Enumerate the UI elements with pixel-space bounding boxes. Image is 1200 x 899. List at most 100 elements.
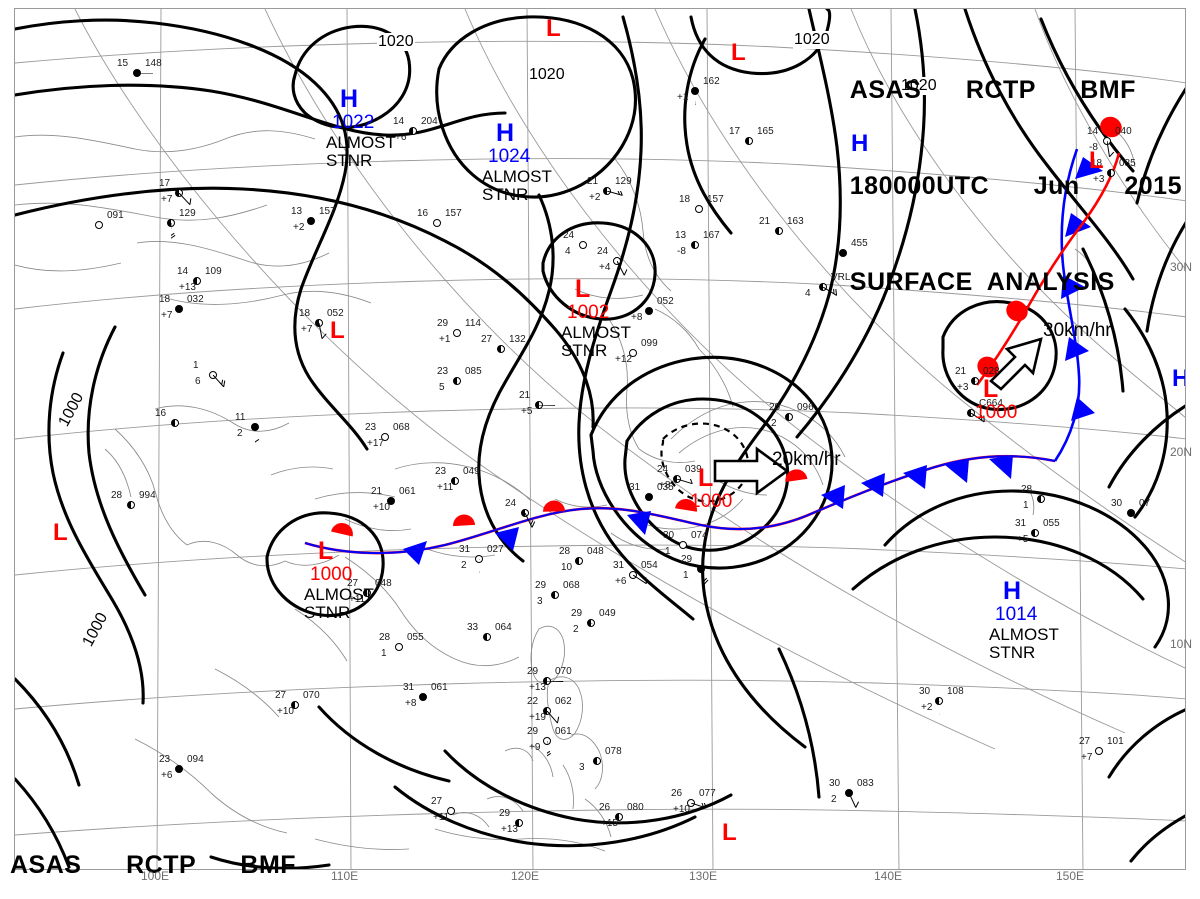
station-temperature: 14: [177, 266, 189, 277]
station-pressure-tendency: 4: [565, 246, 571, 257]
station-pressure-tendency: +13: [501, 824, 518, 835]
station-pressure: 040: [1115, 126, 1132, 137]
station-pressure-tendency: +5: [1017, 534, 1029, 545]
station-pressure: 455: [851, 238, 868, 249]
station-pressure: 052: [657, 296, 674, 307]
station-pressure-tendency: +8: [405, 698, 417, 709]
station-pressure-tendency: +10: [673, 804, 690, 815]
pressure-value: 1000: [690, 491, 733, 512]
station-temperature: 17: [159, 178, 171, 189]
wind-barb: [619, 817, 634, 818]
front-layer: [304, 116, 1122, 565]
station-pressure-tendency: +7: [1081, 752, 1093, 763]
station-temperature: 14: [1087, 126, 1099, 137]
longitude-label-5: 150E: [1056, 869, 1085, 883]
wind-barb: [451, 811, 452, 812]
motion-label: ALMOST STNR: [326, 133, 396, 170]
station-pressure: VRL: [831, 272, 851, 283]
cold-front-pips-main: [403, 455, 1013, 565]
wind-barb: [699, 209, 700, 210]
station-pressure-tendency: 1: [381, 648, 387, 659]
station-pressure-tendency: +1: [677, 92, 689, 103]
station-pressure-tendency: +8: [659, 480, 671, 491]
station-pressure: 054: [641, 560, 658, 571]
wind-barb: [479, 559, 480, 575]
station-pressure: 061: [431, 682, 448, 693]
station-temperature: 28: [111, 490, 123, 501]
station-temperature: 30: [663, 530, 675, 541]
station-pressure: 049: [463, 466, 480, 477]
station-pressure-tendency: +6: [615, 576, 627, 587]
station-pressure-tendency: +1: [439, 334, 451, 345]
station-temperature: 24: [563, 230, 575, 241]
station-pressure: 157: [319, 206, 336, 217]
station-pressure: 048: [587, 546, 604, 557]
station-pressure: 094: [187, 754, 204, 765]
wind-barb: [649, 497, 650, 498]
station-temperature: 28: [379, 632, 391, 643]
latitude-label-2: 10N: [1170, 637, 1193, 651]
station-pressure: 157: [445, 208, 462, 219]
station-pressure: 091: [107, 210, 124, 221]
station-temperature: 22: [527, 696, 539, 707]
station-pressure: 163: [787, 216, 804, 227]
station-pressure: 994: [139, 490, 156, 501]
station-pressure: 085: [465, 366, 482, 377]
wind-barb: [501, 349, 502, 352]
station-temperature: 21: [587, 176, 599, 187]
station-pressure: 099: [641, 338, 658, 349]
station-temperature: 30: [1111, 498, 1123, 509]
isobar-label-0: 1020: [377, 33, 415, 51]
station-temperature: 18: [299, 308, 311, 319]
wind-barb: [539, 405, 556, 406]
wind-barb: [525, 513, 536, 528]
station-pressure-tendency: +2: [921, 702, 933, 713]
low-pressure-symbol: L: [575, 275, 591, 303]
wind-barb: [695, 91, 696, 107]
station-temperature: 29: [681, 554, 693, 565]
station-pressure-tendency: 2: [237, 428, 243, 439]
station-pressure: 096: [797, 402, 814, 413]
wind-barb: [295, 705, 296, 706]
wind-barb: [649, 311, 650, 312]
station-pressure: 052: [327, 308, 344, 319]
pressure-value: 1000: [310, 564, 353, 585]
low-marker-5: L: [1089, 147, 1104, 174]
warm-front-pips-main: [331, 469, 808, 537]
station-temperature: 16: [417, 208, 429, 219]
pressure-system-l-2: L 1002 ALMOST STNR: [561, 275, 631, 360]
station-pressure: 048: [375, 578, 392, 589]
station-pressure: 064: [495, 622, 512, 633]
wind-barb: [391, 501, 406, 502]
wind-barb: [487, 637, 488, 638]
station-temperature: 23: [435, 466, 447, 477]
station-temperature: 13: [675, 230, 687, 241]
station-temperature: 18: [159, 294, 171, 305]
low-marker-3: L: [53, 519, 68, 546]
station-pressure: 068: [563, 580, 580, 591]
station-pressure-tendency: +13: [529, 682, 546, 693]
wind-barb: [131, 505, 132, 506]
station-pressure: 061: [555, 726, 572, 737]
station-cloud-disc: [697, 565, 705, 573]
cold-front-northeast: [1053, 148, 1103, 462]
wind-barb: [779, 231, 787, 232]
station-pressure: 101: [1107, 736, 1124, 747]
wind-barb: [691, 803, 707, 809]
title-line-product: ASAS RCTP BMF: [849, 76, 1136, 104]
wind-barb: [319, 323, 327, 340]
wind-barb: [823, 287, 838, 296]
station-pressure: 077: [699, 788, 716, 799]
pressure-value: 1000: [975, 402, 1018, 423]
wind-barb: [677, 479, 693, 485]
wind-barb: [547, 741, 551, 758]
station-temperature: 30: [919, 686, 931, 697]
station-pressure-tendency: +13: [179, 282, 196, 293]
station-temperature: 21: [955, 366, 967, 377]
pressure-system-h-4: H 1014 ALMOST STNR: [989, 579, 1059, 662]
isobar-label-2: 1020: [793, 31, 831, 49]
station-temperature: 27: [275, 690, 287, 701]
pressure-system-h-0: H 1022 ALMOST STNR: [326, 87, 396, 170]
station-temperature: 31: [1015, 518, 1027, 529]
wind-barb: [1131, 513, 1140, 514]
